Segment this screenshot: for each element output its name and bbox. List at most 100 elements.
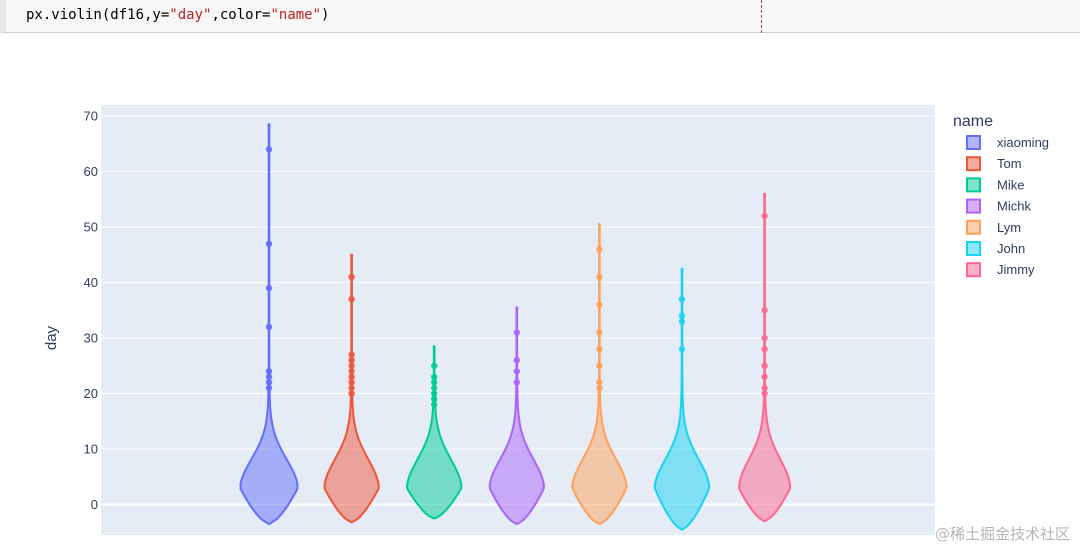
outlier-point <box>596 379 603 386</box>
y-tick-label: 20 <box>84 386 98 401</box>
outlier-point <box>596 345 603 353</box>
outlier-point <box>348 273 355 281</box>
outlier-point <box>431 401 438 408</box>
outlier-point <box>678 312 686 320</box>
outlier-point <box>761 373 768 381</box>
outlier-point <box>596 246 603 253</box>
outlier-point <box>761 390 768 397</box>
y-tick-label: 70 <box>84 109 98 124</box>
outlier-point <box>348 357 355 364</box>
outlier-point <box>596 362 603 369</box>
code-arg-color: "name" <box>270 7 322 23</box>
outlier-point <box>678 295 686 303</box>
outlier-point <box>348 390 355 397</box>
legend-item-xiaoming[interactable]: xiaoming <box>966 135 1049 150</box>
legend-item-michk[interactable]: Michk <box>966 198 1031 214</box>
y-tick-label: 60 <box>84 164 98 179</box>
outlier-point <box>761 384 768 392</box>
y-tick-label: 30 <box>84 331 98 346</box>
violin-mike <box>406 345 463 520</box>
legend-label: xiaoming <box>997 135 1049 150</box>
outlier-point <box>596 384 603 392</box>
legend-swatch <box>966 177 981 193</box>
violins[interactable] <box>239 123 792 531</box>
outlier-point <box>431 390 438 397</box>
violin-john <box>653 267 711 531</box>
legend-swatch <box>966 156 981 172</box>
legend-swatch <box>966 198 981 214</box>
violin-body <box>571 223 628 525</box>
outlier-point <box>265 379 273 386</box>
outlier-point <box>513 379 520 386</box>
legend-item-jimmy[interactable]: Jimmy <box>966 262 1035 278</box>
legend-label: Michk <box>997 199 1031 214</box>
y-axis-title: day <box>43 325 60 350</box>
legend-label: Lym <box>997 220 1021 235</box>
violin-body <box>406 345 463 520</box>
legend[interactable]: xiaoming Tom Mike Michk Lym John Jimmy <box>966 135 1049 278</box>
violin-michk <box>488 306 545 525</box>
outlier-point <box>513 329 520 336</box>
outlier-point <box>265 323 273 331</box>
outlier-point <box>431 373 438 381</box>
outlier-point <box>761 334 768 342</box>
violin-jimmy <box>738 192 792 523</box>
outlier-point <box>596 329 603 336</box>
legend-item-lym[interactable]: Lym <box>966 219 1021 235</box>
y-tick-label: 50 <box>84 220 98 235</box>
outlier-point <box>431 395 438 403</box>
violin-body <box>653 267 711 531</box>
outlier-point <box>678 318 686 325</box>
outlier-point <box>265 373 273 381</box>
outlier-point <box>265 284 273 292</box>
legend-item-mike[interactable]: Mike <box>966 177 1024 193</box>
outlier-point <box>265 384 273 392</box>
code-func: px.violin(df16,y= <box>26 7 170 23</box>
violin-chart[interactable]: 0 10 20 30 40 50 60 70 day name xiaoming Tom Mike… <box>0 40 1080 556</box>
legend-item-tom[interactable]: Tom <box>966 156 1022 172</box>
outlier-point <box>761 307 768 314</box>
outlier-point <box>265 368 273 375</box>
y-tick-label: 40 <box>84 275 98 290</box>
legend-swatch <box>966 135 981 150</box>
code-arg-y: "day" <box>169 7 212 23</box>
violin-lym <box>571 223 628 525</box>
outlier-point <box>431 379 438 386</box>
violin-body <box>488 306 545 525</box>
outlier-point <box>761 345 768 353</box>
watermark: @稀土掘金技术社区 <box>934 525 1070 543</box>
code-line: px.violin(df16,y="day",color="name") <box>26 7 329 23</box>
violin-xiaoming <box>239 123 299 525</box>
outlier-point <box>348 384 355 392</box>
outlier-point <box>761 212 768 220</box>
line-length-ruler <box>761 0 762 33</box>
y-tick-labels: 0 10 20 30 40 50 60 70 <box>84 109 98 512</box>
outlier-point <box>596 301 603 308</box>
outlier-point <box>348 362 355 369</box>
legend-label: John <box>997 241 1025 256</box>
outlier-point <box>513 368 520 375</box>
outlier-point <box>596 273 603 281</box>
legend-label: Mike <box>997 177 1024 192</box>
legend-item-john[interactable]: John <box>966 241 1025 256</box>
outlier-point <box>513 357 520 364</box>
outlier-point <box>348 295 355 303</box>
legend-label: Tom <box>997 156 1022 171</box>
outlier-point <box>678 345 686 353</box>
legend-title: name <box>953 113 993 130</box>
legend-swatch <box>966 219 981 235</box>
legend-label: Jimmy <box>997 262 1035 277</box>
code-close: ) <box>321 7 330 23</box>
y-tick-label: 10 <box>84 442 98 457</box>
outlier-point <box>431 362 438 369</box>
code-cell[interactable]: px.violin(df16,y="day",color="name") <box>0 0 1080 33</box>
outlier-point <box>348 351 355 358</box>
outlier-point <box>761 362 768 369</box>
y-tick-label: 0 <box>91 497 98 512</box>
legend-swatch <box>966 262 981 278</box>
legend-swatch <box>966 241 981 256</box>
violin-tom <box>323 253 380 524</box>
outlier-point <box>265 146 273 153</box>
outlier-point <box>348 373 355 381</box>
code-sep: ,color= <box>211 7 271 23</box>
